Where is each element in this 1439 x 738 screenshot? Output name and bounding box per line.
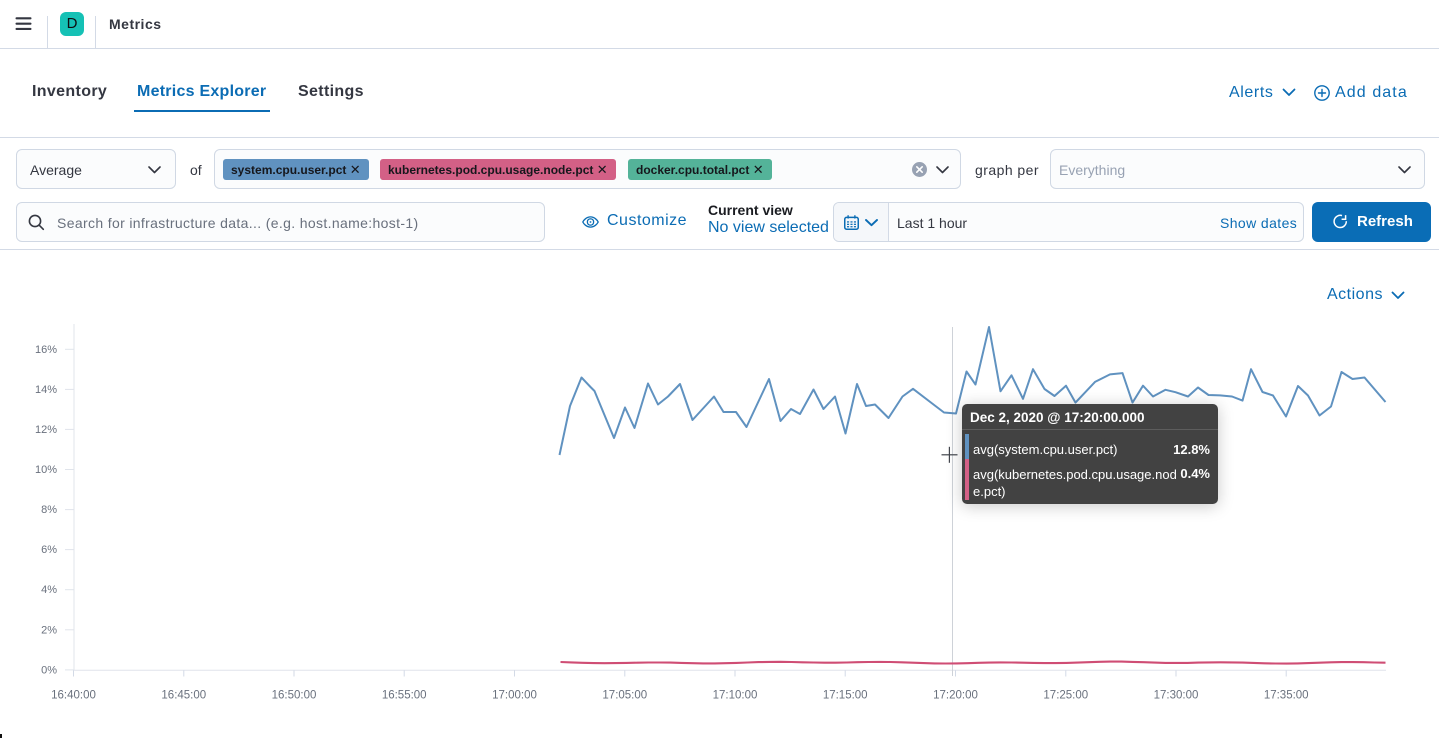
- svg-text:4%: 4%: [41, 584, 57, 596]
- svg-text:17:00:00: 17:00:00: [492, 690, 537, 702]
- svg-text:17:15:00: 17:15:00: [823, 690, 868, 702]
- svg-text:2%: 2%: [41, 624, 57, 636]
- svg-text:17:25:00: 17:25:00: [1043, 690, 1088, 702]
- svg-text:14%: 14%: [35, 384, 57, 396]
- svg-text:17:35:00: 17:35:00: [1264, 690, 1309, 702]
- svg-text:12%: 12%: [35, 424, 57, 436]
- svg-text:16%: 16%: [35, 344, 57, 356]
- svg-text:16:55:00: 16:55:00: [382, 690, 427, 702]
- svg-text:17:10:00: 17:10:00: [713, 690, 758, 702]
- svg-text:8%: 8%: [41, 504, 57, 516]
- svg-text:16:50:00: 16:50:00: [272, 690, 317, 702]
- svg-text:16:45:00: 16:45:00: [161, 690, 206, 702]
- svg-text:17:20:00: 17:20:00: [933, 690, 978, 702]
- svg-text:16:40:00: 16:40:00: [51, 690, 96, 702]
- svg-text:17:05:00: 17:05:00: [602, 690, 647, 702]
- svg-text:6%: 6%: [41, 544, 57, 556]
- svg-text:0%: 0%: [41, 664, 57, 676]
- svg-text:17:30:00: 17:30:00: [1154, 690, 1199, 702]
- svg-text:10%: 10%: [35, 464, 57, 476]
